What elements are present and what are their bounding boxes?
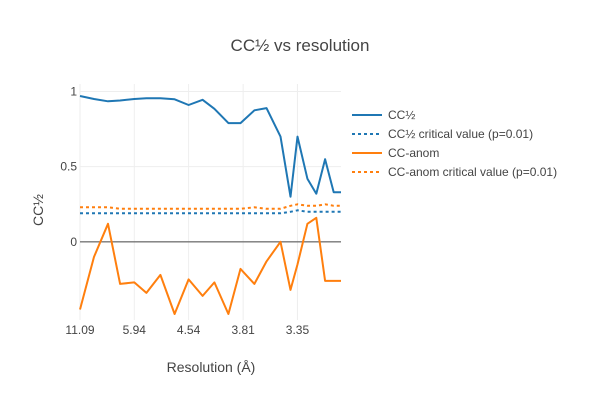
series-line-2 xyxy=(79,216,341,315)
plot-area xyxy=(79,95,341,315)
x-tick-label: 4.54 xyxy=(177,323,201,337)
series-line-1 xyxy=(80,209,341,215)
legend-label-2: CC-anom xyxy=(388,146,439,160)
x-tick-label: 3.35 xyxy=(286,323,310,337)
x-tick-label: 11.09 xyxy=(65,323,94,337)
chart-title: CC½ vs resolution xyxy=(231,36,370,55)
legend-label-1: CC½ critical value (p=0.01) xyxy=(388,127,533,141)
legend: CC½ CC½ critical value (p=0.01) CC-anom CC-… xyxy=(352,108,557,179)
y-tick-label: 0 xyxy=(70,235,77,249)
y-axis-label: CC½ xyxy=(30,194,46,226)
x-tick-label: 3.81 xyxy=(231,323,255,337)
y-axis-ticks: 00.51 xyxy=(60,85,77,249)
x-tick-label: 5.94 xyxy=(123,323,147,337)
x-axis-ticks: 11.09 5.94 4.54 3.81 3.35 xyxy=(65,323,309,337)
legend-label-0: CC½ xyxy=(388,108,415,122)
x-axis-label: Resolution (Å) xyxy=(167,359,256,375)
series-line-3 xyxy=(80,203,341,210)
grid xyxy=(79,84,341,320)
legend-label-3: CC-anom critical value (p=0.01) xyxy=(388,165,557,179)
series-line-0 xyxy=(79,95,341,198)
y-tick-label: 0.5 xyxy=(60,160,77,174)
y-tick-label: 1 xyxy=(70,85,77,99)
